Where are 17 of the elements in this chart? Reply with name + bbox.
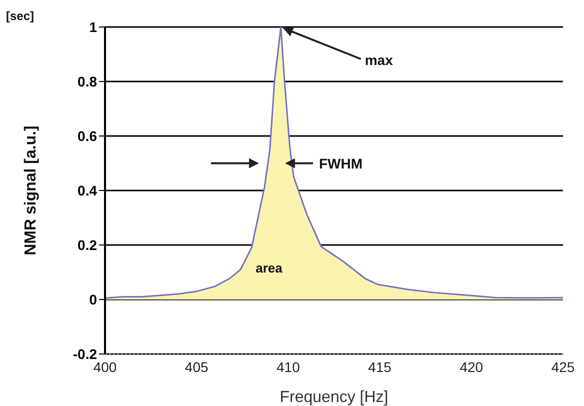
x-tick-label: 405	[184, 358, 208, 375]
annotation: max	[364, 52, 394, 68]
y-tick-label: 0.2	[78, 236, 98, 253]
x-tick-label: 420	[460, 358, 484, 375]
x-tick-label: 425	[551, 358, 575, 375]
text: [sec]	[6, 9, 34, 23]
y-axis-title: NMR signal [a.u.]	[22, 126, 40, 256]
y-tick-label: 0.8	[78, 73, 98, 90]
x-tick-label: 410	[276, 358, 300, 375]
x-tick-label: 415	[368, 358, 392, 375]
y-tick-label: 0.6	[78, 128, 98, 144]
x-axis-title: Frequency [Hz]	[280, 389, 388, 406]
annotation: FWHM	[318, 155, 363, 172]
y-tick-label: 1	[89, 18, 98, 35]
y-tick-label: 0.4	[78, 182, 98, 198]
annotation: area	[256, 260, 284, 276]
y-tick-label: 0	[89, 291, 98, 308]
